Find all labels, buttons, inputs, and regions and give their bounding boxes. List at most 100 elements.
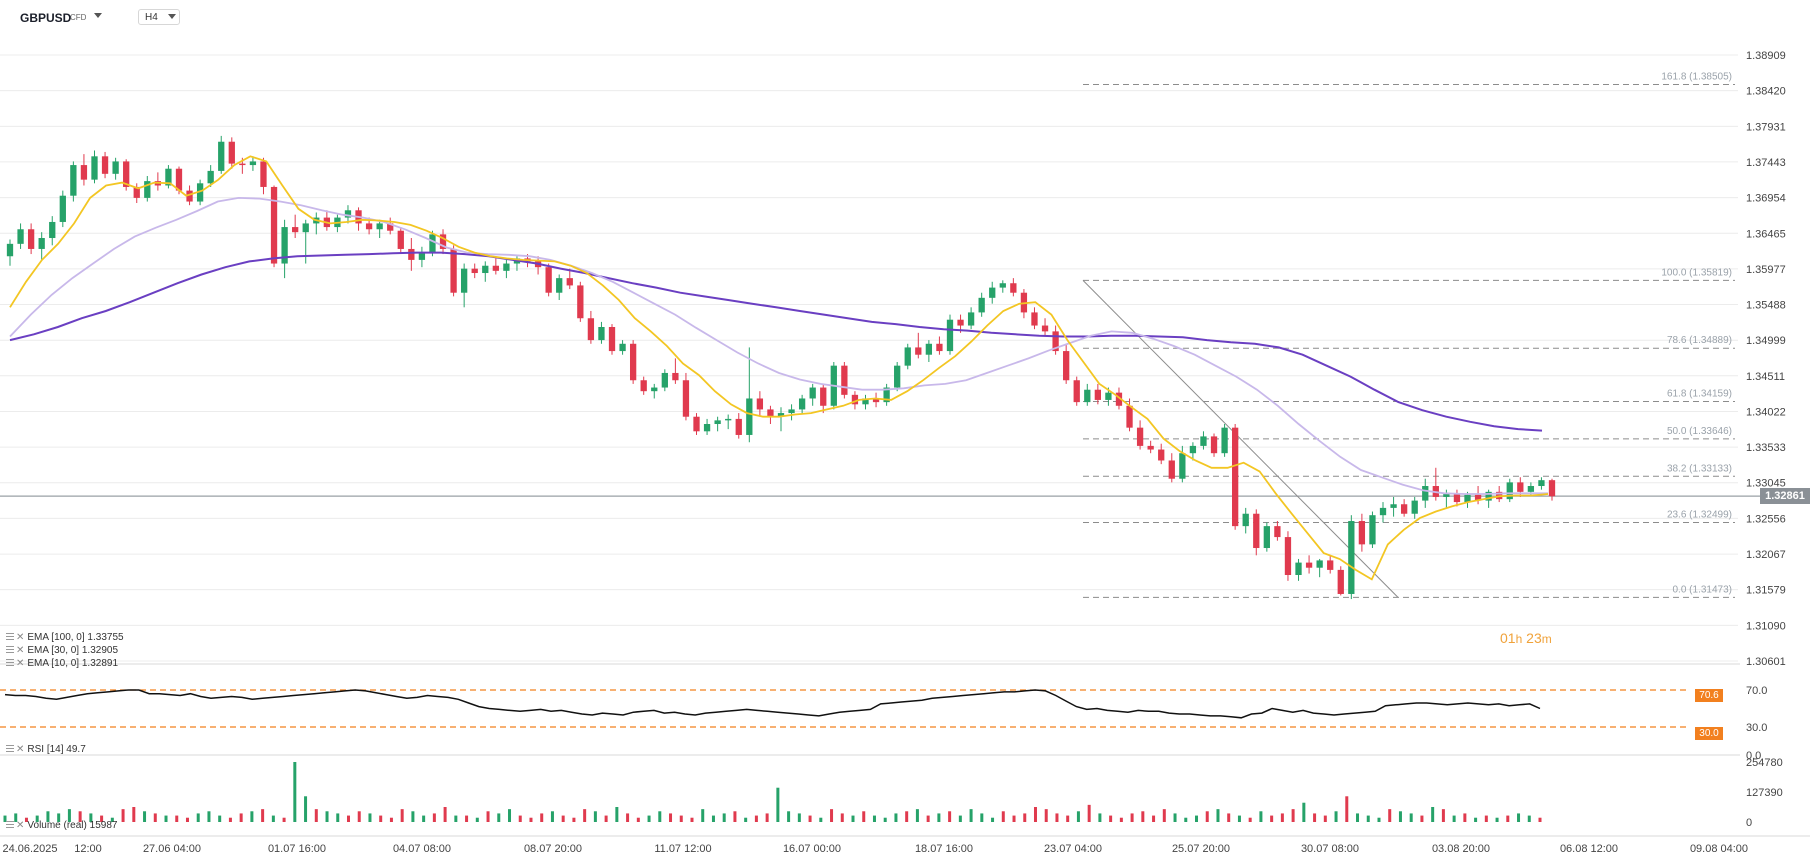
candle-body: [344, 210, 352, 218]
candle-body: [883, 387, 890, 403]
candle-body: [1464, 494, 1471, 503]
close-icon[interactable]: ✕: [16, 820, 25, 831]
ema-overlays: [9, 155, 1549, 581]
volume-bar: [1452, 815, 1456, 822]
close-icon[interactable]: ✕: [16, 645, 25, 656]
symbol-dropdown-icon[interactable]: [94, 13, 102, 18]
volume-bar: [1012, 815, 1016, 822]
volume-bar: [948, 811, 952, 822]
legend-rsi[interactable]: ✕ RSI [14] 49.7: [6, 744, 86, 757]
candle-body: [471, 268, 478, 274]
volume-bar: [379, 815, 383, 822]
legend-ema100[interactable]: ✕ EMA [100, 0] 1.33755: [6, 632, 124, 645]
time-axis: 24.06.2025 12:00 27.06 04:00 01.07 16:00 04.…: [2, 843, 1748, 855]
time-axis-label: 16.07 00:00: [783, 843, 841, 855]
volume-axis-label: 127390: [1746, 787, 1783, 799]
candle-body: [1348, 521, 1355, 594]
price-axis-label: 1.37931: [1746, 121, 1786, 133]
volume-bar: [24, 817, 28, 822]
candle-body: [260, 161, 267, 187]
candle-body: [1379, 507, 1387, 516]
volume-bar: [1323, 815, 1327, 822]
candle-body: [1390, 504, 1397, 508]
settings-icon[interactable]: [6, 821, 14, 829]
candle-body: [70, 165, 77, 196]
legend-ema10[interactable]: ✕ EMA [10, 0] 1.32891: [6, 658, 118, 671]
candle-body: [418, 252, 426, 260]
symbol-name[interactable]: GBPUSD: [20, 11, 72, 25]
candle-body: [1147, 445, 1154, 450]
volume-bar: [14, 813, 18, 822]
volume-bar: [593, 811, 597, 822]
candle-body: [1105, 392, 1112, 400]
volume-bar: [615, 807, 619, 822]
candle-body: [482, 265, 489, 274]
volume-bar: [733, 811, 737, 822]
close-icon[interactable]: ✕: [16, 744, 25, 755]
candle-body: [1253, 513, 1260, 549]
candle-body: [101, 156, 109, 174]
candle-body: [788, 409, 795, 414]
candle-body: [165, 168, 172, 186]
candle-body: [1295, 562, 1302, 576]
candle-body: [566, 278, 573, 286]
time-axis-label: 01.07 16:00: [268, 843, 326, 855]
candle-body: [1506, 482, 1513, 500]
candle-body: [175, 168, 183, 191]
candle-body: [1189, 445, 1197, 454]
current-price-tag: 1.32861: [1760, 488, 1810, 505]
volume-bar: [89, 813, 93, 822]
countdown-hours: 01: [1500, 630, 1516, 646]
close-icon[interactable]: ✕: [16, 658, 25, 669]
volume-bar: [1076, 811, 1080, 822]
candle-body: [439, 234, 447, 249]
time-axis-label: 08.07 20:00: [524, 843, 582, 855]
candle-body: [1485, 491, 1492, 501]
ema30-line: [9, 196, 1548, 495]
volume-bar: [980, 813, 984, 822]
legend-ema30[interactable]: ✕ EMA [30, 0] 1.32905: [6, 645, 118, 658]
timeframe-select[interactable]: H4: [138, 9, 180, 25]
candle-body: [492, 265, 499, 271]
volume-bar: [228, 817, 232, 822]
volume-bar: [669, 813, 673, 822]
candle-body: [925, 343, 933, 355]
settings-icon[interactable]: [6, 633, 14, 641]
volume-bar: [1506, 815, 1510, 822]
candle-body: [1453, 493, 1461, 503]
volume-bar: [1216, 809, 1220, 822]
volume-bar: [872, 815, 876, 822]
settings-icon[interactable]: [6, 745, 14, 753]
candle-body: [218, 141, 225, 171]
settings-icon[interactable]: [6, 646, 14, 654]
candle-body: [249, 161, 257, 166]
volume-bar: [1130, 813, 1134, 822]
volume-bar: [508, 809, 512, 822]
volume-bar: [1119, 817, 1123, 822]
candle-body: [651, 387, 658, 392]
candle-body: [1358, 521, 1366, 545]
volume-bar: [1420, 815, 1424, 822]
candle-body: [1158, 449, 1165, 461]
price-axis-label: 1.34999: [1746, 335, 1786, 347]
candle-body: [1474, 494, 1482, 501]
candlestick-series: [6, 135, 1556, 600]
candle-body: [809, 387, 816, 399]
volume-bar: [1366, 815, 1370, 822]
candle-body: [577, 285, 584, 319]
settings-icon[interactable]: [6, 659, 14, 667]
volume-bar: [862, 811, 866, 822]
legend-volume[interactable]: ✕ Volume (real) 15987: [6, 820, 117, 833]
close-icon[interactable]: ✕: [16, 632, 25, 643]
candle-body: [133, 186, 140, 198]
volume-bar: [840, 813, 844, 822]
volume-bar: [1538, 817, 1542, 822]
price-axis-label: 1.38909: [1746, 50, 1786, 62]
price-axis-label: 1.35488: [1746, 300, 1786, 312]
bar-countdown: 01h 23m: [1500, 630, 1552, 646]
price-axis-label: 1.34511: [1746, 371, 1785, 383]
candle-body: [672, 372, 679, 381]
candle-body: [735, 418, 742, 435]
volume-bar: [422, 815, 426, 822]
